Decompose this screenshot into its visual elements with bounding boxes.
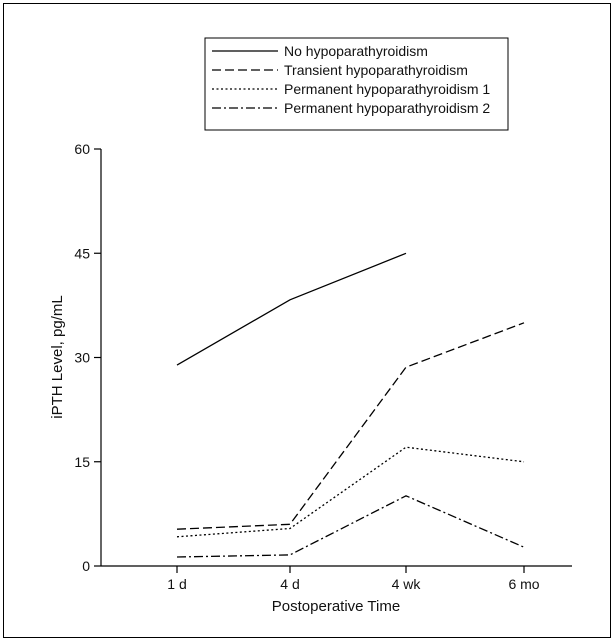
x-tick-label: 4 wk xyxy=(392,576,422,592)
legend-label: Permanent hypoparathyroidism 1 xyxy=(284,81,490,97)
series-line-solid xyxy=(176,252,407,366)
y-tick-label: 0 xyxy=(82,558,90,574)
legend-label: No hypoparathyroidism xyxy=(284,43,428,59)
y-tick-label: 30 xyxy=(74,350,90,366)
y-tick-label: 45 xyxy=(74,245,90,261)
legend-label: Permanent hypoparathyroidism 2 xyxy=(284,100,490,116)
x-axis-title: Postoperative Time xyxy=(272,598,400,615)
legend-item: Permanent hypoparathyroidism 2 xyxy=(212,100,490,116)
legend-item: No hypoparathyroidism xyxy=(212,43,428,59)
x-tick-label: 6 mo xyxy=(508,576,539,592)
legend-item: Transient hypoparathyroidism xyxy=(212,62,468,78)
series-line-dotted xyxy=(176,446,525,538)
x-tick-label: 1 d xyxy=(167,576,186,592)
y-tick-label: 60 xyxy=(74,141,90,157)
legend-box xyxy=(204,37,509,131)
legend-label: Transient hypoparathyroidism xyxy=(284,62,468,78)
x-tick-label: 4 d xyxy=(280,576,299,592)
figure-frame xyxy=(3,3,611,638)
series-group xyxy=(176,252,525,558)
axes: 0 15 30 45 60 1 d 4 d 4 wk 6 mo xyxy=(74,141,572,592)
y-tick-label: 15 xyxy=(74,454,90,470)
series-line-dashed xyxy=(176,322,525,530)
legend-item: Permanent hypoparathyroidism 1 xyxy=(212,81,490,97)
legend: No hypoparathyroidism Transient hypoparat… xyxy=(204,37,509,131)
series-line-dashdot xyxy=(176,495,525,558)
y-axis-title: iPTH Level, pg/mL xyxy=(49,295,66,418)
